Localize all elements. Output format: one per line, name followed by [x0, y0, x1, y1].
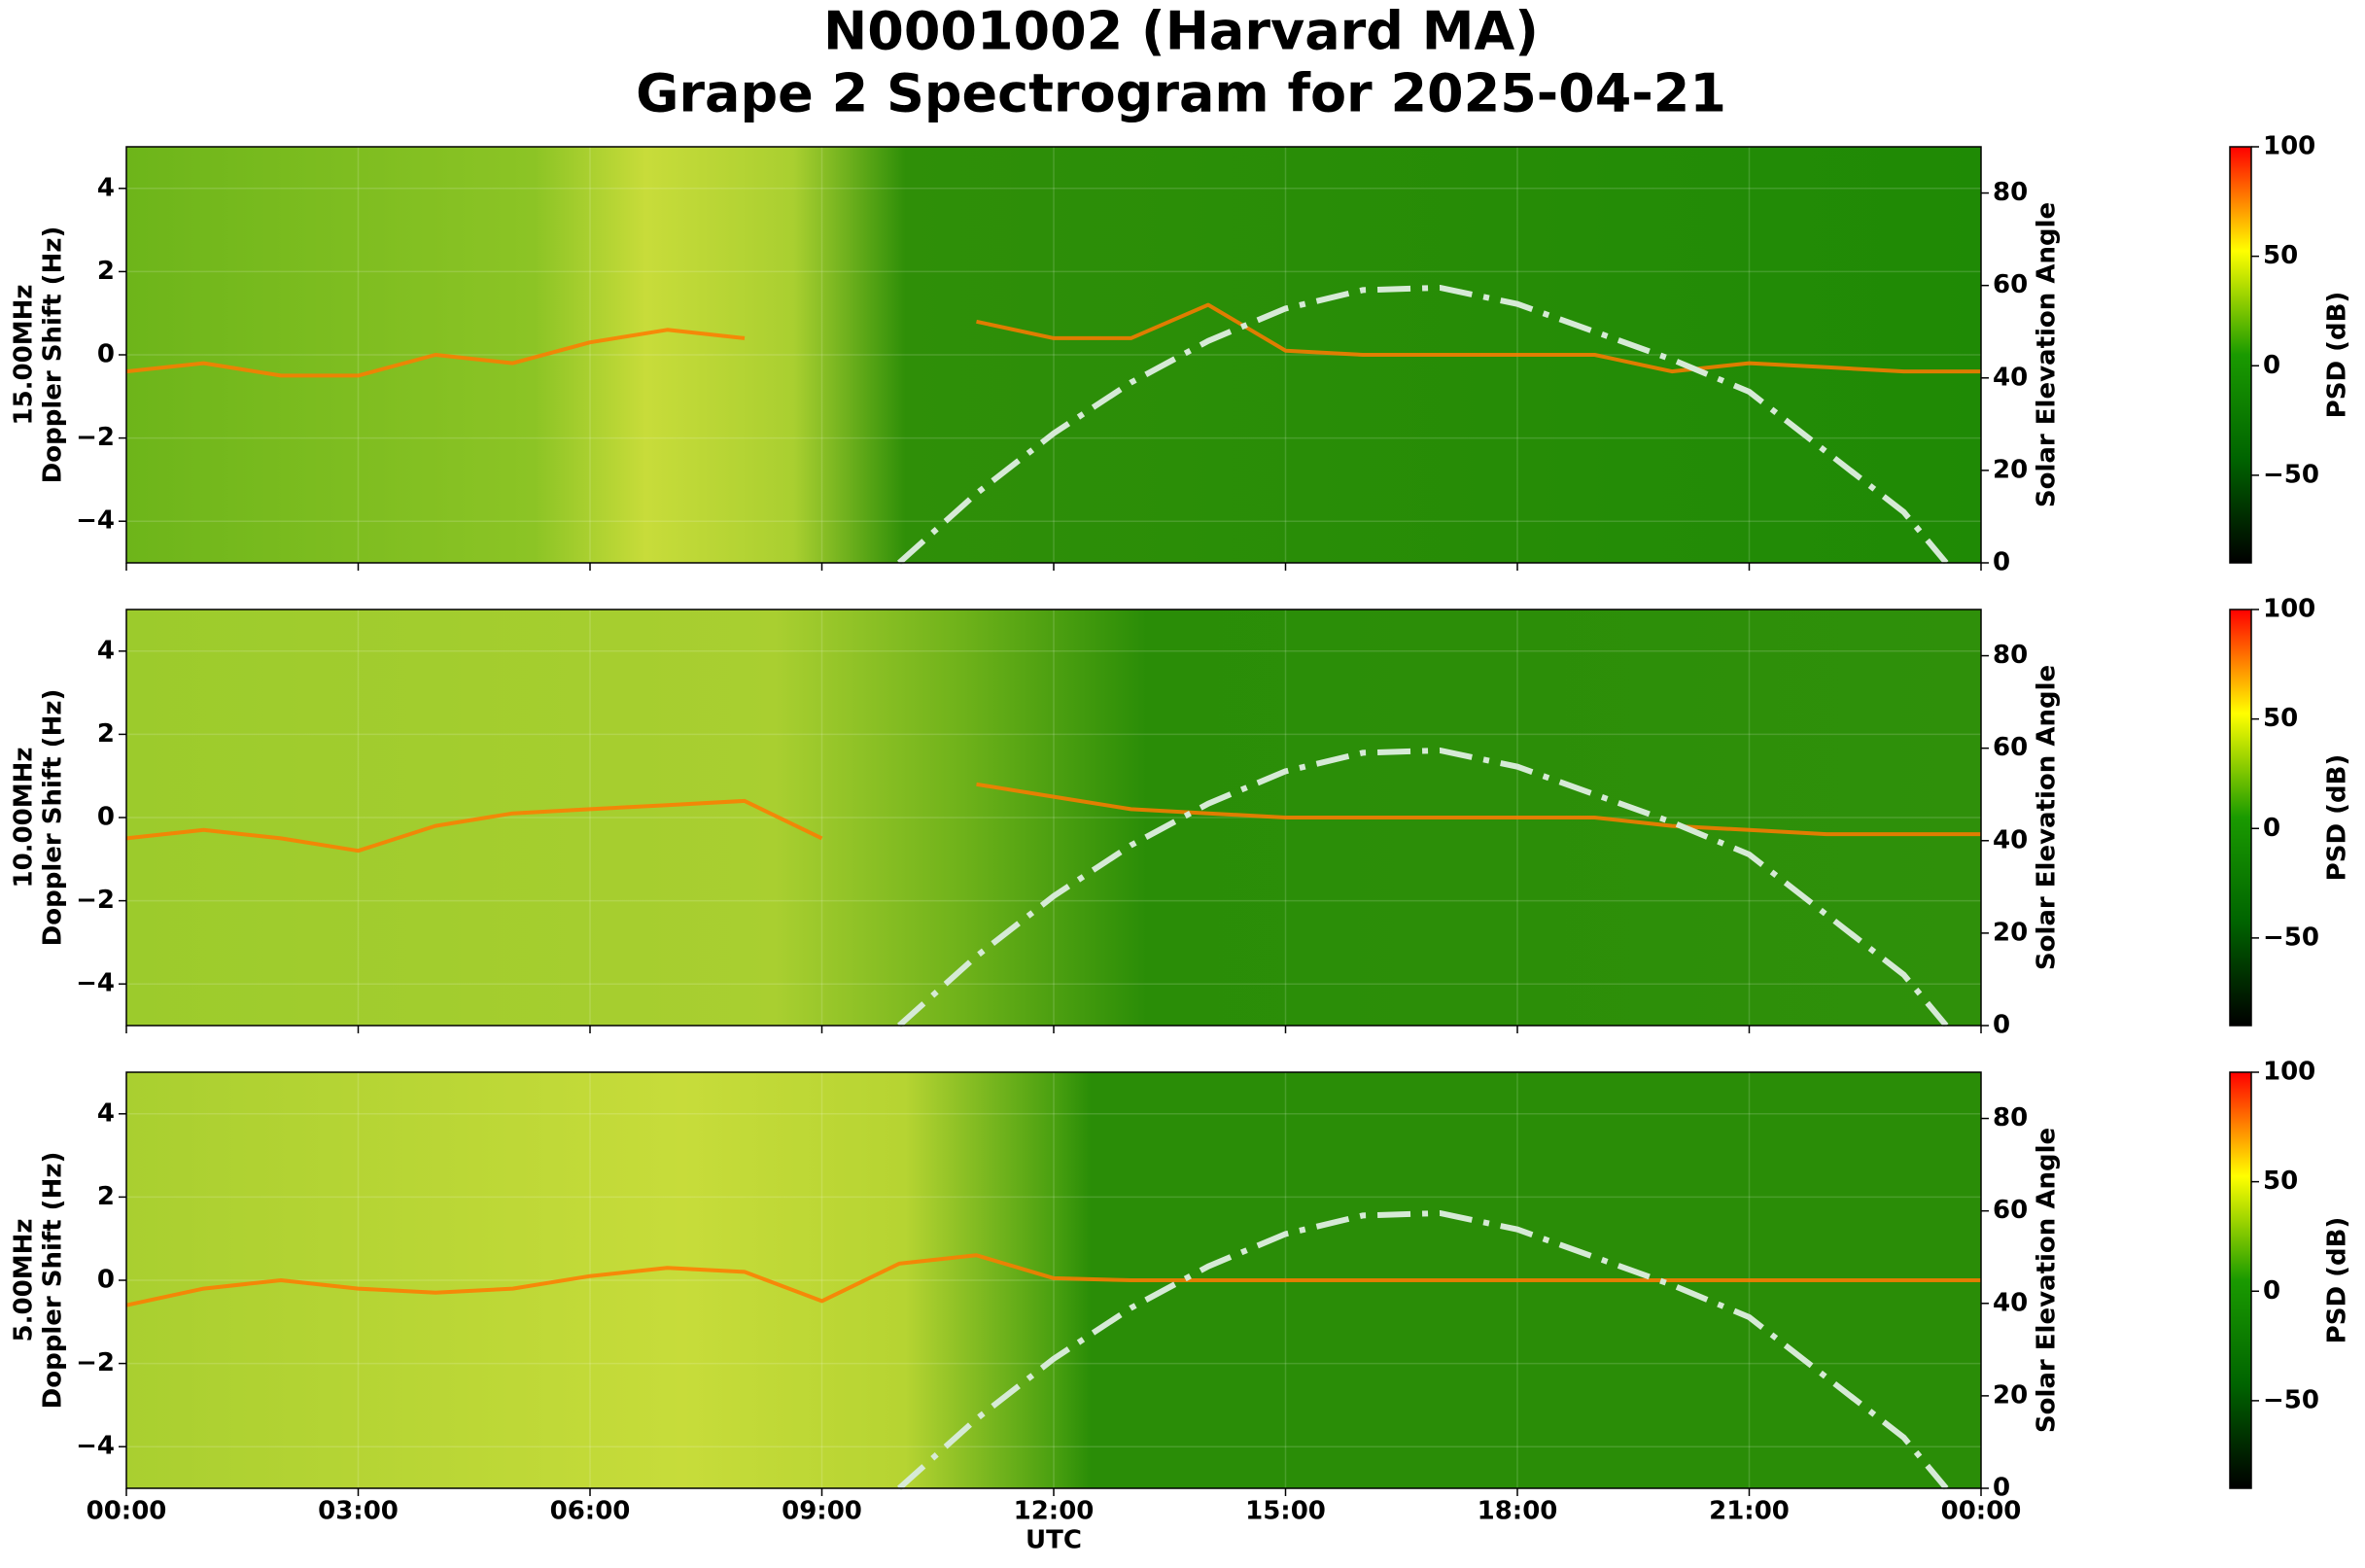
y2-axis-label: Solar Elevation Angle — [2033, 202, 2062, 507]
y-tick-label: −4 — [76, 969, 115, 998]
y-tick-label: 2 — [97, 719, 115, 749]
colorbar-tick-label: −50 — [2263, 460, 2319, 489]
colorbar-tick-label: 50 — [2263, 704, 2298, 733]
plot-frame — [125, 609, 1982, 1027]
colorbar-tick-label: 50 — [2263, 1167, 2298, 1196]
y-tick-label: 4 — [97, 1098, 115, 1128]
y-tick-label: −4 — [76, 1432, 115, 1461]
y2-tick-label: 0 — [1993, 1474, 2010, 1503]
title-line: Grape 2 Spectrogram for 2025-04-21 — [636, 63, 1726, 124]
colorbar — [2229, 1071, 2252, 1489]
colorbar-tick-label: 50 — [2263, 241, 2298, 270]
colorbar-tick-label: 0 — [2263, 1276, 2280, 1306]
y-axis-label: 5.00MHz — [10, 1219, 39, 1342]
colorbar-label: PSD (dB) — [2323, 292, 2352, 419]
x-axis-label: UTC — [1026, 1526, 1082, 1555]
y-tick-label: −2 — [76, 886, 115, 915]
y2-tick-label: 80 — [1993, 641, 2028, 670]
colorbar-tick-label: 0 — [2263, 351, 2280, 380]
y-axis-label: Doppler Shift (Hz) — [39, 226, 68, 484]
y-axis-label: Doppler Shift (Hz) — [39, 689, 68, 947]
y2-tick-label: 0 — [1993, 548, 2010, 577]
y2-tick-label: 80 — [1993, 1103, 2028, 1132]
y2-tick-label: 40 — [1993, 363, 2028, 392]
title-line: N0001002 (Harvard MA) — [823, 1, 1539, 62]
y-tick-label: 0 — [97, 340, 115, 369]
colorbar-tick-label: 100 — [2263, 132, 2315, 161]
y2-tick-label: 60 — [1993, 1196, 2028, 1225]
x-tick-label: 21:00 — [1709, 1497, 1790, 1526]
colorbar — [2229, 146, 2252, 564]
solar-elevation-line — [896, 1209, 1949, 1491]
spectrogram-background — [126, 610, 1981, 1026]
y-tick-label: 4 — [97, 173, 115, 202]
x-tick-label: 00:00 — [1941, 1497, 2022, 1526]
solar-elevation-line — [896, 284, 1949, 566]
x-tick-label: 15:00 — [1245, 1497, 1326, 1526]
y-tick-label: 4 — [97, 636, 115, 665]
y2-tick-label: 20 — [1993, 455, 2028, 484]
colorbar-tick-label: 0 — [2263, 814, 2280, 843]
doppler-trace — [125, 302, 1981, 378]
y2-tick-label: 80 — [1993, 178, 2028, 207]
y2-tick-label: 40 — [1993, 825, 2028, 854]
y-tick-label: 2 — [97, 257, 115, 286]
x-tick-label: 18:00 — [1478, 1497, 1558, 1526]
y2-axis-label: Solar Elevation Angle — [2033, 665, 2062, 970]
colorbar-tick-label: 100 — [2263, 595, 2315, 624]
y-tick-label: −2 — [76, 423, 115, 452]
y-axis-label: Doppler Shift (Hz) — [39, 1152, 68, 1410]
y2-tick-label: 60 — [1993, 733, 2028, 762]
y2-tick-label: 20 — [1993, 1380, 2028, 1410]
y2-tick-label: 20 — [1993, 918, 2028, 947]
y-tick-label: 0 — [97, 1266, 115, 1295]
y-tick-label: −2 — [76, 1348, 115, 1377]
y-axis-label: 15.00MHz — [10, 284, 39, 425]
y-tick-label: −4 — [76, 506, 115, 536]
solar-elevation-line — [896, 747, 1949, 1028]
doppler-trace — [125, 1253, 1981, 1307]
y-axis-label: 10.00MHz — [10, 747, 39, 888]
y2-tick-label: 40 — [1993, 1288, 2028, 1317]
x-tick-label: 09:00 — [782, 1497, 862, 1526]
colorbar-tick-label: 100 — [2263, 1058, 2315, 1087]
x-tick-label: 00:00 — [87, 1497, 167, 1526]
x-tick-label: 12:00 — [1014, 1497, 1095, 1526]
colorbar-label: PSD (dB) — [2323, 754, 2352, 882]
colorbar-tick-label: −50 — [2263, 1385, 2319, 1414]
y2-tick-label: 0 — [1993, 1011, 2010, 1040]
doppler-trace — [125, 782, 1981, 854]
y-tick-label: 0 — [97, 803, 115, 832]
plot-frame — [125, 1071, 1982, 1489]
x-tick-label: 03:00 — [318, 1497, 399, 1526]
y2-axis-label: Solar Elevation Angle — [2033, 1128, 2062, 1433]
y-tick-label: 2 — [97, 1182, 115, 1211]
y2-tick-label: 60 — [1993, 270, 2028, 299]
plot-frame — [125, 146, 1982, 564]
colorbar-tick-label: −50 — [2263, 923, 2319, 952]
colorbar-label: PSD (dB) — [2323, 1217, 2352, 1344]
colorbar — [2229, 609, 2252, 1027]
x-tick-label: 06:00 — [550, 1497, 631, 1526]
